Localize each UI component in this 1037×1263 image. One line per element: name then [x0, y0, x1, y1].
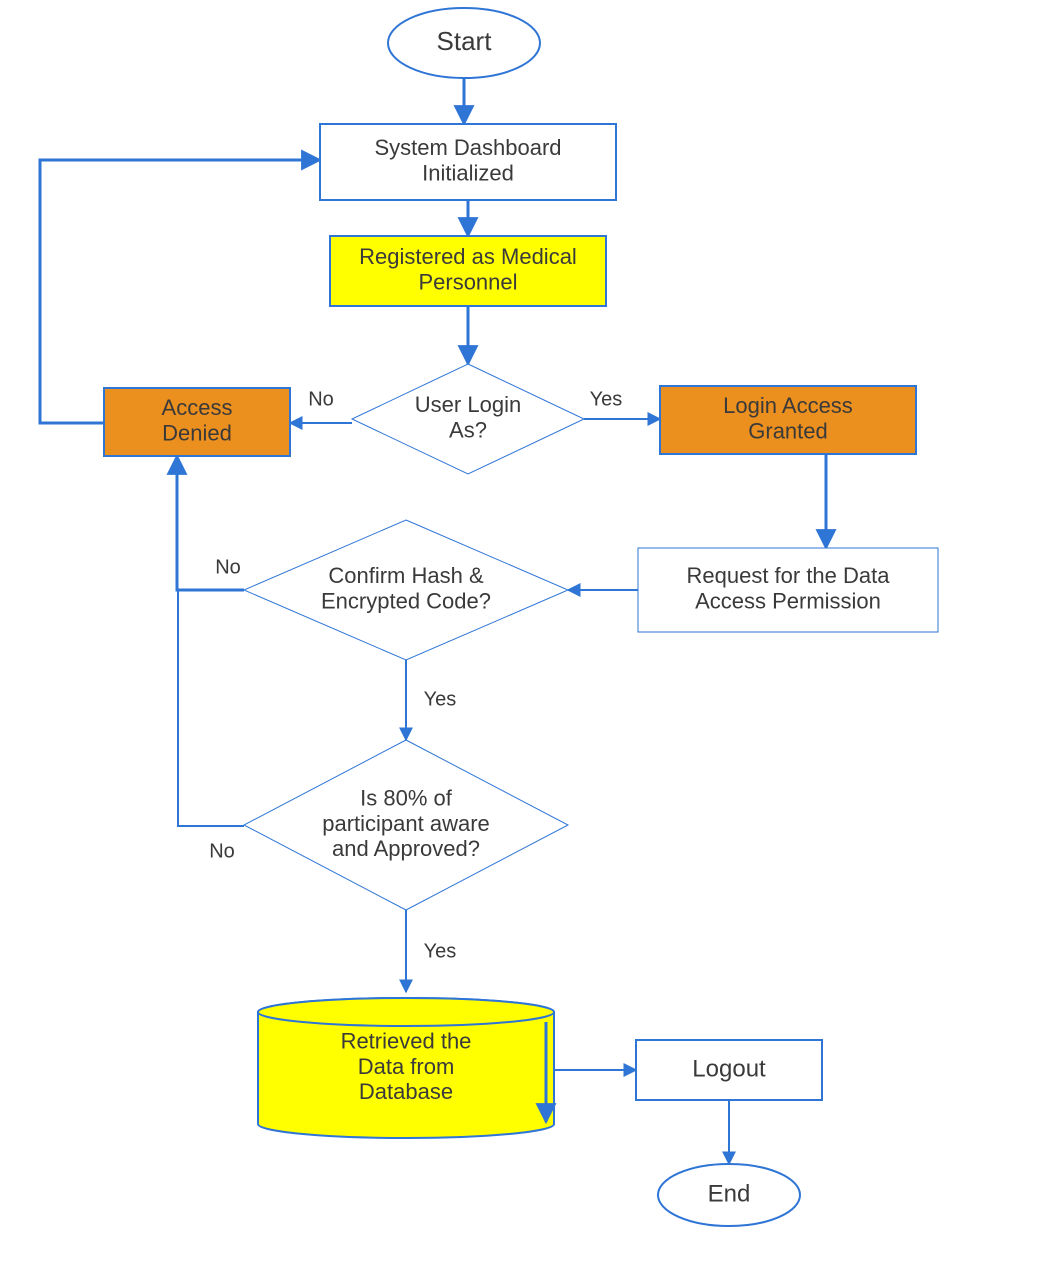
node-participant_aware: Is 80% ofparticipant awareand Approved?: [244, 740, 568, 910]
node-dashboard: System DashboardInitialized: [320, 124, 616, 200]
node-access_denied: AccessDenied: [104, 388, 290, 456]
node-label: Granted: [748, 418, 828, 443]
node-confirm_hash: Confirm Hash &Encrypted Code?: [244, 520, 568, 660]
node-label: Is 80% of: [360, 786, 453, 811]
edge-label: No: [209, 840, 235, 862]
node-label: As?: [449, 417, 487, 442]
node-label: Access: [162, 395, 233, 420]
node-label: Start: [437, 26, 493, 56]
edge-label: No: [308, 388, 334, 410]
node-label: Personnel: [418, 269, 517, 294]
node-label: Denied: [162, 420, 232, 445]
node-label: End: [708, 1180, 751, 1207]
node-label: Access Permission: [695, 588, 881, 613]
edge-label: Yes: [424, 940, 457, 962]
node-label: Retrieved the: [341, 1029, 472, 1054]
node-label: User Login: [415, 392, 521, 417]
node-start: Start: [388, 8, 540, 78]
node-label: Request for the Data: [686, 563, 890, 588]
node-label: and Approved?: [332, 836, 480, 861]
flowchart-canvas: No Yes No Yes No Yes Start System DashboardInit…: [0, 0, 1037, 1263]
node-registered: Registered as MedicalPersonnel: [330, 236, 606, 306]
node-label: Initialized: [422, 160, 514, 185]
edge: [40, 160, 320, 423]
node-end: End: [658, 1164, 800, 1226]
node-label: Registered as Medical: [359, 244, 577, 269]
node-label: Data from: [358, 1054, 455, 1079]
node-login_as: User LoginAs?: [352, 364, 584, 474]
node-label: Database: [359, 1079, 453, 1104]
nodes-layer: Start System DashboardInitialized Register…: [104, 8, 938, 1226]
edge-label: Yes: [424, 688, 457, 710]
node-label: Logout: [692, 1055, 766, 1082]
node-label: System Dashboard: [374, 135, 561, 160]
node-label: Confirm Hash &: [328, 563, 484, 588]
node-label: Login Access: [723, 393, 853, 418]
node-logout: Logout: [636, 1040, 822, 1100]
node-login_granted: Login AccessGranted: [660, 386, 916, 454]
node-request_permission: Request for the DataAccess Permission: [638, 548, 938, 632]
node-label: Encrypted Code?: [321, 588, 491, 613]
node-label: participant aware: [322, 811, 490, 836]
edge-label: Yes: [590, 388, 623, 410]
edge: [178, 590, 244, 826]
node-retrieve_data: Retrieved theData fromDatabase: [258, 998, 554, 1138]
edge-label: No: [215, 556, 241, 578]
